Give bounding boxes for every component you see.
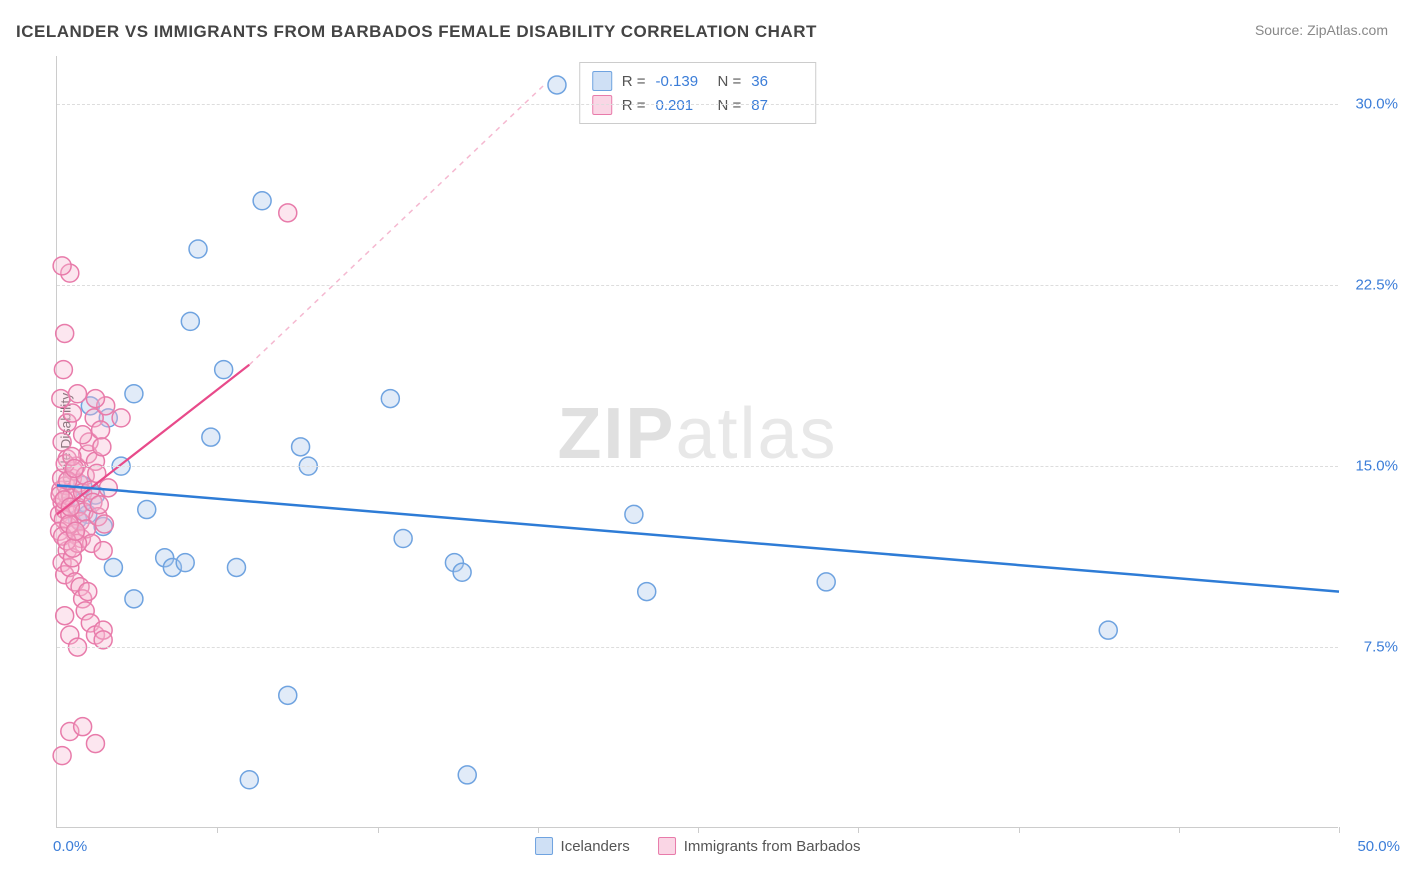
trend-line: [57, 485, 1339, 591]
data-point: [90, 496, 108, 514]
data-point: [189, 240, 207, 258]
y-tick-label: 30.0%: [1355, 96, 1398, 113]
legend-swatch-icon: [658, 837, 676, 855]
data-point: [53, 747, 71, 765]
legend-item-icelanders: Icelanders: [535, 837, 630, 855]
source-attribution: Source: ZipAtlas.com: [1255, 22, 1388, 38]
data-point: [86, 735, 104, 753]
legend-label: Icelanders: [561, 838, 630, 855]
data-point: [1099, 621, 1117, 639]
y-tick-label: 7.5%: [1364, 639, 1398, 656]
stats-n-label: N =: [718, 73, 742, 90]
stats-row: R = -0.139 N = 36: [592, 69, 804, 93]
trend-line: [249, 85, 544, 365]
data-point: [53, 257, 71, 275]
data-point: [104, 558, 122, 576]
stats-box: R = -0.139 N = 36 R = 0.201 N = 87: [579, 62, 817, 124]
data-point: [94, 542, 112, 560]
y-tick-label: 15.0%: [1355, 458, 1398, 475]
data-point: [61, 498, 79, 516]
legend: Icelanders Immigrants from Barbados: [535, 837, 861, 855]
data-point: [817, 573, 835, 591]
data-point: [93, 438, 111, 456]
gridline: [57, 285, 1338, 286]
data-point: [292, 438, 310, 456]
plot-area: ZIPatlas R = -0.139 N = 36 R = 0.201 N =…: [56, 56, 1338, 828]
x-tick: [1019, 827, 1020, 833]
data-point: [176, 554, 194, 572]
gridline: [57, 104, 1338, 105]
data-point: [458, 766, 476, 784]
data-point: [125, 590, 143, 608]
x-tick: [858, 827, 859, 833]
data-point: [253, 192, 271, 210]
data-point: [54, 361, 72, 379]
y-tick-label: 22.5%: [1355, 277, 1398, 294]
x-tick: [1339, 827, 1340, 833]
data-point: [79, 583, 97, 601]
data-point: [95, 515, 113, 533]
x-tick: [378, 827, 379, 833]
data-point: [74, 426, 92, 444]
stats-r-value: -0.139: [656, 73, 708, 90]
data-point: [52, 390, 70, 408]
data-point: [65, 460, 83, 478]
x-tick: [538, 827, 539, 833]
data-point: [125, 385, 143, 403]
data-point: [638, 583, 656, 601]
data-point: [74, 718, 92, 736]
data-point: [181, 312, 199, 330]
data-point: [215, 361, 233, 379]
x-axis-min-label: 0.0%: [53, 838, 87, 855]
legend-label: Immigrants from Barbados: [684, 838, 861, 855]
data-point: [625, 505, 643, 523]
data-point: [138, 501, 156, 519]
data-point: [548, 76, 566, 94]
data-point: [279, 686, 297, 704]
data-point: [92, 421, 110, 439]
data-point: [66, 522, 84, 540]
data-point: [227, 558, 245, 576]
stats-r-label: R =: [622, 73, 646, 90]
source-label: Source:: [1255, 22, 1307, 38]
data-point: [56, 607, 74, 625]
data-point: [99, 479, 117, 497]
data-point: [202, 428, 220, 446]
data-point: [112, 409, 130, 427]
data-point: [86, 390, 104, 408]
data-point: [69, 385, 87, 403]
data-point: [381, 390, 399, 408]
data-point: [453, 563, 471, 581]
legend-item-barbados: Immigrants from Barbados: [658, 837, 861, 855]
plot-svg: [57, 56, 1338, 827]
x-tick: [1179, 827, 1180, 833]
data-point: [64, 539, 82, 557]
x-tick: [698, 827, 699, 833]
chart-container: ICELANDER VS IMMIGRANTS FROM BARBADOS FE…: [0, 0, 1406, 892]
gridline: [57, 647, 1338, 648]
source-value: ZipAtlas.com: [1307, 22, 1388, 38]
gridline: [57, 466, 1338, 467]
data-point: [56, 324, 74, 342]
data-point: [394, 530, 412, 548]
data-point: [279, 204, 297, 222]
legend-swatch-icon: [535, 837, 553, 855]
data-point: [240, 771, 258, 789]
chart-title: ICELANDER VS IMMIGRANTS FROM BARBADOS FE…: [16, 22, 817, 42]
stats-swatch-icon: [592, 71, 612, 91]
x-tick: [217, 827, 218, 833]
stats-n-value: 36: [751, 73, 803, 90]
x-axis-max-label: 50.0%: [1357, 838, 1400, 855]
